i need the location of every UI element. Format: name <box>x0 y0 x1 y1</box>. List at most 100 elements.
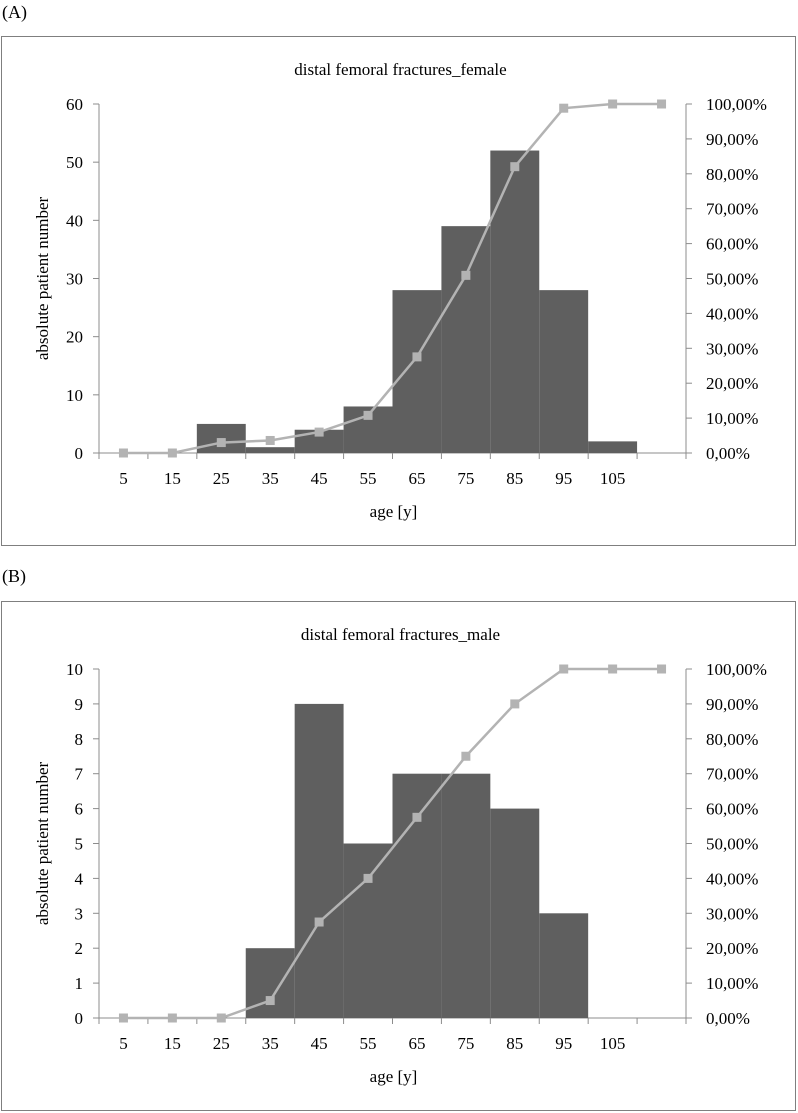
y-tick-label-right: 0,00% <box>706 444 750 463</box>
y-tick-label-right: 50,00% <box>706 835 758 854</box>
x-axis-label: age [y] <box>370 1067 418 1086</box>
chart-female: distal femoral fractures_female 0 10 20 30 40… <box>1 36 796 546</box>
bar <box>441 773 491 1018</box>
panel-label-b: (B) <box>2 566 26 586</box>
y-axis-label: absolute patient number <box>33 761 52 925</box>
y-axis-label: absolute patient number <box>33 196 52 360</box>
cumulative-point <box>657 664 667 674</box>
y-tick-label-right: 80,00% <box>706 730 758 749</box>
chart-title: distal femoral fractures_male <box>301 625 500 644</box>
x-tick-label: 45 <box>311 469 328 488</box>
y-tick-label-left: 8 <box>75 730 84 749</box>
x-tick-label: 15 <box>164 1034 181 1053</box>
x-tick-label: 55 <box>360 469 377 488</box>
y-tick-label-right: 40,00% <box>706 304 758 323</box>
cumulative-point <box>167 448 177 458</box>
cumulative-point <box>559 664 569 674</box>
y-tick-label-left: 60 <box>66 95 83 114</box>
cumulative-line <box>123 102 662 455</box>
x-tick-label: 75 <box>457 1034 474 1053</box>
cumulative-point <box>608 99 618 109</box>
y-tick-label-right: 100,00% <box>706 660 767 679</box>
y-tick-label-right: 90,00% <box>706 695 758 714</box>
cumulative-point <box>461 270 471 280</box>
y-tick-label-right: 30,00% <box>706 339 758 358</box>
cumulative-point <box>265 435 275 445</box>
x-tick-label: 105 <box>600 1034 626 1053</box>
y-tick-label-right: 20,00% <box>706 374 758 393</box>
bar <box>539 290 589 453</box>
cumulative-point <box>167 1013 177 1023</box>
y-tick-label-right: 40,00% <box>706 869 758 888</box>
chart-male-svg: distal femoral fractures_male01234567891… <box>33 625 767 1086</box>
cumulative-point <box>118 448 128 458</box>
y-tick-label-left: 40 <box>66 211 83 230</box>
cumulative-line <box>123 667 662 1020</box>
cumulative-point <box>216 438 226 448</box>
y-tick-label-right: 80,00% <box>706 165 758 184</box>
x-tick-label: 95 <box>555 469 572 488</box>
chart-title: distal femoral fractures_female <box>294 60 506 79</box>
cumulative-point <box>314 917 324 927</box>
y-tick-label-right: 10,00% <box>706 409 758 428</box>
y-tick-label-left: 0 <box>75 1009 84 1028</box>
cumulative-point <box>608 664 618 674</box>
y-tick-label-right: 50,00% <box>706 270 758 289</box>
y-tick-label-right: 10,00% <box>706 974 758 993</box>
y-tick-label-right: 70,00% <box>706 200 758 219</box>
bar <box>294 429 344 453</box>
cumulative-point <box>510 699 520 709</box>
y-tick-label-right: 60,00% <box>706 800 758 819</box>
bar <box>245 447 295 453</box>
y-tick-label-left: 1 <box>75 974 84 993</box>
cumulative-point <box>363 410 373 420</box>
cumulative-point <box>412 812 422 822</box>
bar <box>294 703 344 1018</box>
x-tick-label: 15 <box>164 469 181 488</box>
bar <box>588 441 638 453</box>
x-tick-label: 25 <box>213 1034 230 1053</box>
x-tick-label: 45 <box>311 1034 328 1053</box>
bar <box>441 226 491 453</box>
y-tick-label-right: 30,00% <box>706 904 758 923</box>
y-tick-label-left: 9 <box>75 695 84 714</box>
y-tick-label-right: 70,00% <box>706 765 758 784</box>
bar <box>392 773 442 1018</box>
y-tick-label-left: 2 <box>75 939 84 958</box>
cumulative-point <box>118 1013 128 1023</box>
x-tick-label: 25 <box>213 469 230 488</box>
y-tick-label-left: 3 <box>75 904 84 923</box>
chart-female-svg: distal femoral fractures_female 0 10 20 30 40… <box>33 60 767 521</box>
y-tick-label-right: 60,00% <box>706 235 758 254</box>
y-tick-label-left: 20 <box>66 328 83 347</box>
x-tick-label: 85 <box>506 469 523 488</box>
cumulative-point <box>216 1013 226 1023</box>
y-tick-label-right: 90,00% <box>706 130 758 149</box>
x-tick-label: 95 <box>555 1034 572 1053</box>
cumulative-point <box>363 873 373 883</box>
y-tick-label-left: 10 <box>66 660 83 679</box>
chart-male: distal femoral fractures_male 0 1 2 3 4 5 6 7 8 9 1… <box>1 601 796 1111</box>
panel-label-a: (A) <box>2 2 27 22</box>
y-tick-label-left: 0 <box>75 444 84 463</box>
cumulative-point <box>510 162 520 172</box>
cumulative-point <box>265 996 275 1006</box>
cumulative-point <box>314 427 324 437</box>
y-tick-label-right: 20,00% <box>706 939 758 958</box>
x-tick-label: 85 <box>506 1034 523 1053</box>
x-tick-label: 55 <box>360 1034 377 1053</box>
x-axis-label: age [y] <box>370 502 418 521</box>
y-tick-label-left: 10 <box>66 386 83 405</box>
y-tick-label-left: 30 <box>66 270 83 289</box>
x-tick-label: 105 <box>600 469 626 488</box>
bar <box>490 150 540 453</box>
x-tick-label: 65 <box>408 469 425 488</box>
bar <box>490 808 540 1018</box>
cumulative-point <box>559 103 569 113</box>
y-tick-label-left: 6 <box>75 800 84 819</box>
cumulative-point <box>461 751 471 761</box>
bar <box>343 843 393 1018</box>
x-tick-label: 65 <box>408 1034 425 1053</box>
cumulative-point <box>657 99 667 109</box>
bar <box>392 290 442 453</box>
